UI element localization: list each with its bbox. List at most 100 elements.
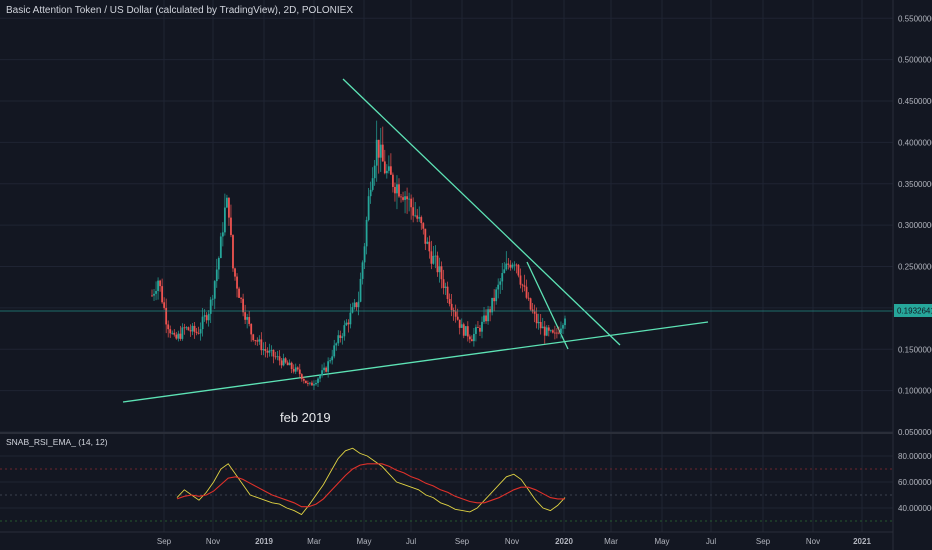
candle-body xyxy=(394,186,396,194)
rsi-levels xyxy=(0,455,893,522)
candle-body xyxy=(252,334,255,341)
candle-body xyxy=(264,349,267,351)
candle-body xyxy=(319,375,321,379)
candle-body xyxy=(392,174,394,187)
candle-body xyxy=(491,297,494,313)
candle-body xyxy=(211,298,214,300)
rsi-tick-label: 80.00000000 xyxy=(898,452,932,461)
candle-body xyxy=(207,313,210,321)
candle-body xyxy=(503,269,506,274)
candle-body xyxy=(321,370,323,376)
time-tick-label: Nov xyxy=(505,537,519,546)
candle-body xyxy=(325,367,328,372)
rsi-axis[interactable]: 40.00000000 60.00000000 80.00000000 xyxy=(898,452,932,513)
candles xyxy=(151,120,566,390)
candle-body xyxy=(430,251,433,264)
last-price-tag: 0.19326414 xyxy=(894,304,932,317)
candle-body xyxy=(171,332,174,334)
candle-body xyxy=(464,326,467,336)
candle-body xyxy=(507,263,510,265)
candle-body xyxy=(479,327,481,332)
candle-body xyxy=(296,367,299,370)
candle-body xyxy=(545,327,548,336)
time-tick-label: Sep xyxy=(756,537,771,546)
annotation-feb-2019: feb 2019 xyxy=(280,410,331,425)
time-axis[interactable]: Sep Nov 2019 Mar May Jul Sep Nov 2020 Mar May Jul Se… xyxy=(157,537,872,546)
candle-body xyxy=(238,288,240,298)
last-price-text: 0.19326414 xyxy=(897,307,932,316)
candle-body xyxy=(438,266,441,273)
ema-line xyxy=(176,463,565,508)
candle-body xyxy=(288,362,291,366)
candle-body xyxy=(505,263,508,270)
candle-body xyxy=(547,327,550,331)
candle-body xyxy=(523,285,526,287)
candle-body xyxy=(300,374,303,380)
candle-body xyxy=(185,327,188,329)
candle-body xyxy=(495,289,498,302)
candle-body xyxy=(339,335,342,338)
candle-body xyxy=(418,217,421,219)
candle-body xyxy=(525,286,528,298)
candle-body xyxy=(197,332,200,334)
candle-body xyxy=(327,361,330,372)
candle-body xyxy=(234,268,236,277)
candle-body xyxy=(193,325,196,332)
candle-body xyxy=(329,360,332,362)
candle-body xyxy=(499,281,502,285)
candle-body xyxy=(256,340,259,342)
candle-body xyxy=(260,339,263,351)
candle-body xyxy=(286,362,289,366)
candle-body xyxy=(470,339,473,342)
candle-body xyxy=(343,325,346,337)
candle-body xyxy=(278,356,281,361)
candle-body xyxy=(446,286,449,299)
candle-body xyxy=(367,196,370,220)
candle-body xyxy=(333,345,336,357)
candle-body xyxy=(331,356,334,361)
candle-body xyxy=(215,269,218,282)
candle-body xyxy=(426,241,429,244)
candle-body xyxy=(175,334,178,339)
candle-body xyxy=(280,360,283,366)
candle-body xyxy=(351,307,354,313)
candle-body xyxy=(248,317,251,324)
candle-body xyxy=(412,207,415,216)
trendline[interactable] xyxy=(342,78,621,346)
candle-body xyxy=(304,380,307,384)
candle-body xyxy=(213,281,216,299)
candle-body xyxy=(549,330,552,332)
candle-body xyxy=(363,246,366,263)
candle-body xyxy=(440,266,443,280)
candle-body xyxy=(226,197,228,208)
rsi-lines xyxy=(176,447,566,516)
candle-body xyxy=(345,322,348,326)
indicator-title: SNAB_RSI_EMA_ (14, 12) xyxy=(6,437,108,447)
candle-body xyxy=(242,298,245,313)
candle-body xyxy=(335,343,338,346)
candle-body xyxy=(246,317,249,320)
time-tick-label: Jul xyxy=(706,537,716,546)
candle-body xyxy=(151,295,153,297)
grid xyxy=(0,0,893,532)
candle-body xyxy=(515,264,518,266)
candle-body xyxy=(564,318,566,326)
candle-body xyxy=(365,219,368,247)
candle-body xyxy=(173,332,176,335)
candle-body xyxy=(361,262,364,279)
candle-body xyxy=(177,333,180,339)
candle-body xyxy=(501,273,504,282)
candle-body xyxy=(266,350,269,353)
candle-body xyxy=(444,286,447,288)
price-tick-label: 0.50000000 xyxy=(898,56,932,65)
candle-body xyxy=(181,327,184,339)
candle-body xyxy=(410,198,413,208)
candle-body xyxy=(385,170,388,174)
candle-body xyxy=(157,280,159,292)
candle-body xyxy=(537,321,540,324)
candle-body xyxy=(493,297,496,302)
candle-body xyxy=(485,315,487,322)
candle-body xyxy=(402,197,404,200)
candle-body xyxy=(349,312,352,325)
